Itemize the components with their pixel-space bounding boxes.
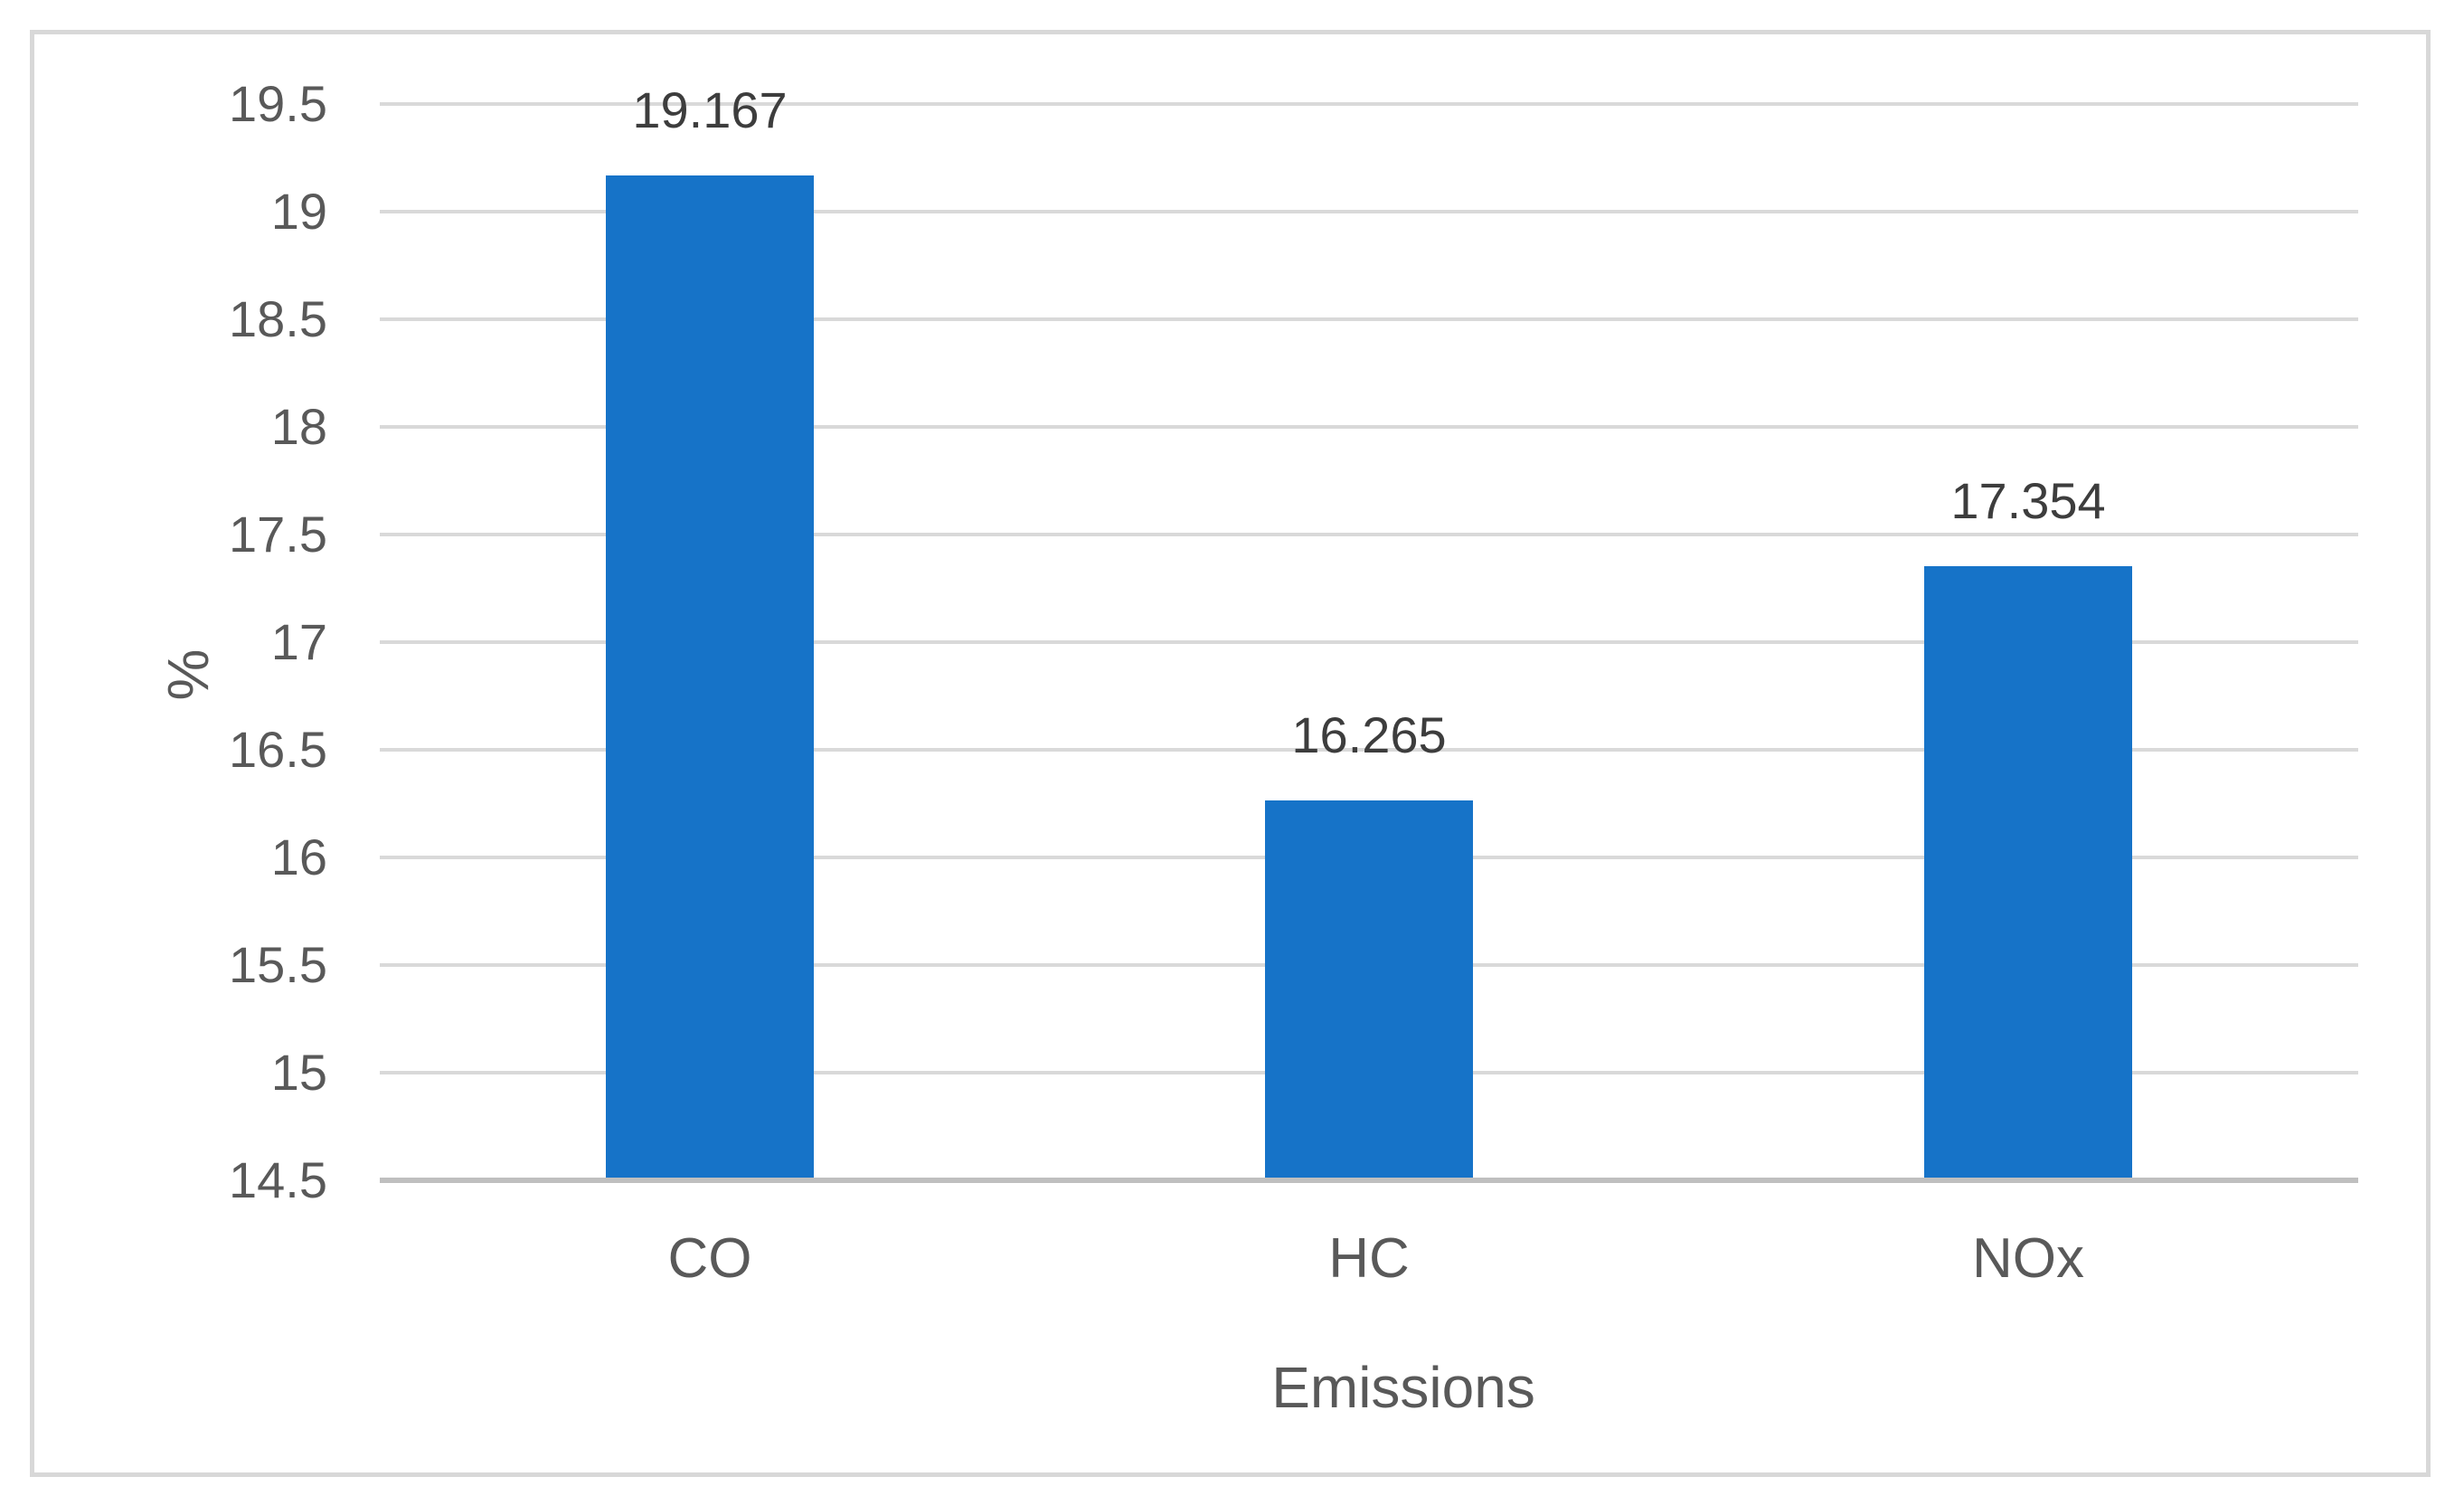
category-label-hc: HC bbox=[1328, 1227, 1410, 1290]
y-tick-label: 15 bbox=[270, 1044, 327, 1101]
y-tick-label: 16.5 bbox=[229, 721, 327, 778]
gridline bbox=[380, 748, 2358, 752]
y-tick-label: 19.5 bbox=[229, 75, 327, 132]
category-label-co: CO bbox=[667, 1227, 752, 1290]
y-axis-title: % bbox=[156, 648, 221, 701]
x-axis-title: Emissions bbox=[1271, 1355, 1535, 1420]
gridline bbox=[380, 210, 2358, 213]
gridline bbox=[380, 317, 2358, 321]
gridline bbox=[380, 102, 2358, 106]
y-tick-label: 14.5 bbox=[229, 1151, 327, 1208]
x-axis-line bbox=[380, 1178, 2358, 1183]
data-label-nox: 17.354 bbox=[1950, 472, 2106, 529]
gridline bbox=[380, 640, 2358, 644]
gridline bbox=[380, 425, 2358, 429]
y-tick-label: 16 bbox=[270, 828, 327, 885]
chart-area: 19.5 19 18.5 18 17.5 17 16.5 16 15.5 15 14.5 19.16… bbox=[30, 30, 2431, 1477]
gridline bbox=[380, 533, 2358, 536]
bar-nox bbox=[1924, 566, 2132, 1180]
data-label-hc: 16.265 bbox=[1291, 706, 1447, 763]
bar-hc bbox=[1265, 800, 1473, 1180]
y-tick-label: 17.5 bbox=[229, 506, 327, 563]
y-tick-label: 15.5 bbox=[229, 936, 327, 993]
data-label-co: 19.167 bbox=[632, 81, 788, 138]
y-tick-label: 17 bbox=[270, 613, 327, 670]
category-label-nox: NOx bbox=[1972, 1227, 2084, 1290]
y-tick-label: 19 bbox=[270, 183, 327, 240]
bar-co bbox=[606, 175, 814, 1180]
y-tick-label: 18.5 bbox=[229, 290, 327, 347]
y-tick-label: 18 bbox=[270, 398, 327, 455]
